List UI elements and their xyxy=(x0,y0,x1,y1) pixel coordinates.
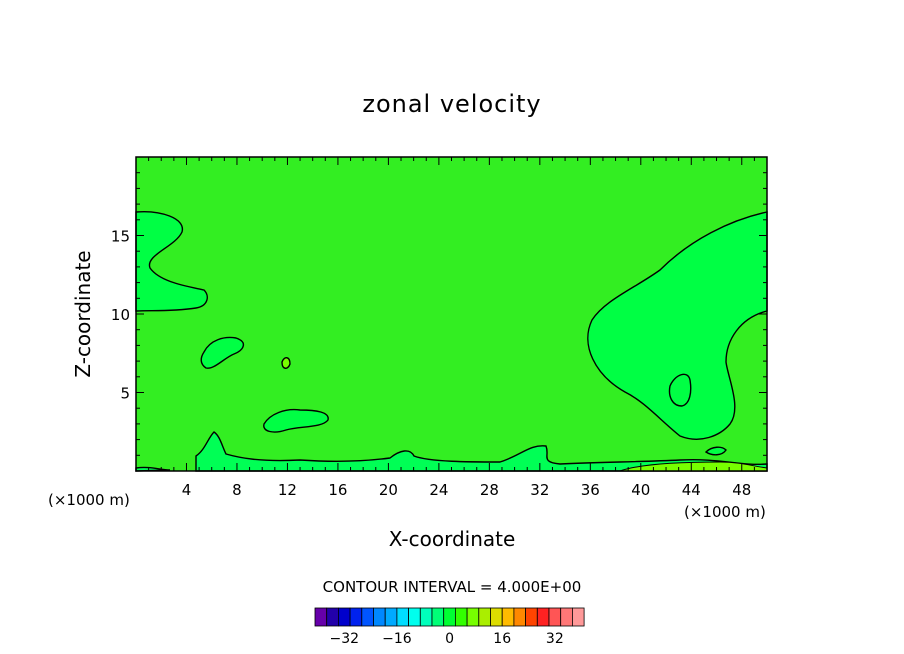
chart-title: zonal velocity xyxy=(362,90,541,118)
colorbar-swatch xyxy=(548,607,562,627)
x-tick-label: 8 xyxy=(232,481,242,499)
x-axis: 4 8 12 16 20 24 28 32 36 40 44 48 xyxy=(148,157,755,499)
y-tick-label: 10 xyxy=(111,306,130,324)
x-tick-label: 24 xyxy=(429,481,448,499)
colorbar-swatch xyxy=(384,607,398,627)
colorbar-swatch xyxy=(326,607,339,627)
colorbar-swatch xyxy=(431,607,445,627)
y-tick-label: 5 xyxy=(120,385,130,403)
colorbar-swatch xyxy=(408,607,421,627)
y-axis: 5 10 15 xyxy=(111,172,767,456)
x-unit-label-left: (×1000 m) xyxy=(48,491,130,509)
colorbar-swatch xyxy=(513,607,527,627)
x-axis-title: X-coordinate xyxy=(389,527,516,551)
y-tick-label: 15 xyxy=(111,228,130,246)
x-tick-label: 4 xyxy=(182,481,192,499)
colorbar-swatch xyxy=(361,607,374,627)
x-tick-label: 16 xyxy=(328,481,347,499)
colorbar-swatch xyxy=(501,607,515,627)
contour-interval-label: CONTOUR INTERVAL = 4.000E+00 xyxy=(323,578,582,596)
colorbar-swatch xyxy=(478,607,491,627)
colorbar-tick-label: −32 xyxy=(329,631,359,647)
colorbar-swatch xyxy=(337,607,351,627)
positive-surface-band xyxy=(619,461,768,472)
x-tick-label: 44 xyxy=(682,481,701,499)
contour-upper-right-region xyxy=(587,211,768,440)
contour-low-blob-1 xyxy=(263,408,329,433)
colorbar-swatch xyxy=(396,607,409,627)
x-tick-label: 12 xyxy=(278,481,297,499)
colorbar-swatch xyxy=(373,607,386,627)
x-tick-label: 32 xyxy=(530,481,549,499)
colorbar-swatch xyxy=(419,607,433,627)
contour-right-eddy-2 xyxy=(704,446,727,456)
x-tick-label: 48 xyxy=(732,481,751,499)
colorbar-tick-label: 0 xyxy=(445,631,454,647)
colorbar-swatch xyxy=(536,607,550,627)
colorbar-swatch xyxy=(349,607,363,627)
x-tick-label: 36 xyxy=(581,481,600,499)
positive-surface-shading xyxy=(619,461,768,472)
colorbar-swatch xyxy=(572,607,585,627)
colorbar-tick-label: 32 xyxy=(546,631,564,647)
contour-right-eddy-1 xyxy=(668,373,692,407)
x-tick-label: 28 xyxy=(480,481,499,499)
contour-mid-left-blob xyxy=(200,336,244,369)
contour-regions xyxy=(135,210,768,472)
x-tick-label: 20 xyxy=(379,481,398,499)
colorbar-swatch xyxy=(443,607,456,627)
colorbar-labels: −32 −16 0 16 32 xyxy=(329,631,563,647)
x-unit-label-right: (×1000 m) xyxy=(684,503,766,521)
contour-small-cell xyxy=(281,357,291,369)
colorbar-swatch xyxy=(454,607,468,627)
y-axis-title: Z-coordinate xyxy=(71,250,95,377)
colorbar-swatch xyxy=(490,607,503,627)
plot-area xyxy=(135,156,768,472)
contour-upper-left-region xyxy=(135,210,208,312)
colorbar-swatch xyxy=(314,607,328,627)
colorbar-swatch xyxy=(466,607,480,627)
colorbar-tick-label: −16 xyxy=(382,631,412,647)
colorbar-swatch xyxy=(525,607,538,627)
colorbar-swatch xyxy=(560,607,573,627)
x-tick-label: 40 xyxy=(631,481,650,499)
colorbar-tick-label: 16 xyxy=(493,631,511,647)
contour-surface-band xyxy=(135,431,768,472)
colorbar xyxy=(314,607,585,627)
